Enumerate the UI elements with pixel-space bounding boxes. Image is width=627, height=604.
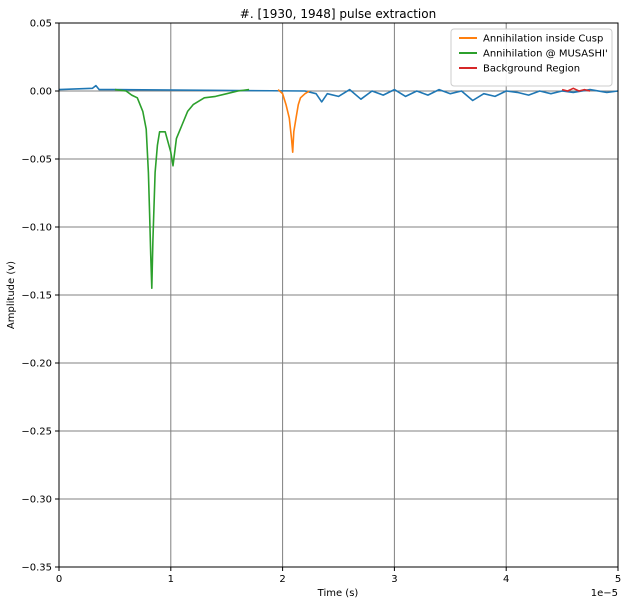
x-tick-label: 2	[279, 574, 285, 585]
legend-box	[450, 28, 613, 87]
y-tick-label: −0.10	[21, 223, 52, 234]
legend-label: Annihilation @ MUSASHI'	[483, 49, 608, 60]
y-axis-label: Amplitude (v)	[6, 261, 17, 329]
legend-label: Annihilation inside Cusp	[483, 34, 603, 45]
y-tick-label: 0.00	[30, 87, 52, 98]
x-tick-label: 3	[391, 574, 397, 585]
y-tick-label: −0.35	[21, 563, 52, 574]
chart-title: #. [1930, 1948] pulse extraction	[240, 7, 436, 21]
series-line-3	[561, 87, 591, 92]
y-tick-label: −0.05	[21, 155, 52, 166]
y-axis-ticks: 0.05 0.00 −0.05 −0.10 −0.15 −0.20 −0.25 −0.30 −0…	[21, 19, 59, 574]
x-tick-label: 1	[168, 574, 174, 585]
y-tick-label: −0.25	[21, 427, 52, 438]
y-tick-label: 0.05	[30, 19, 52, 30]
y-tick-label: −0.30	[21, 495, 52, 506]
legend-label: Background Region	[483, 64, 580, 75]
y-tick-label: −0.20	[21, 359, 52, 370]
series-line-1	[277, 89, 310, 153]
x-tick-label: 5	[615, 574, 621, 585]
x-axis-ticks: 0 1 2 3 4 5	[56, 567, 621, 585]
series-line-0	[58, 84, 619, 103]
legend: Annihilation inside Cusp Annihilation @ M…	[450, 28, 613, 87]
x-tick-label: 0	[56, 574, 62, 585]
x-tick-label: 4	[503, 574, 509, 585]
data-series	[58, 84, 619, 290]
series-line-2	[114, 88, 250, 290]
x-axis-label: Time (s)	[317, 588, 359, 599]
x-offset-label: 1e−5	[591, 588, 618, 599]
y-tick-label: −0.15	[21, 291, 52, 302]
